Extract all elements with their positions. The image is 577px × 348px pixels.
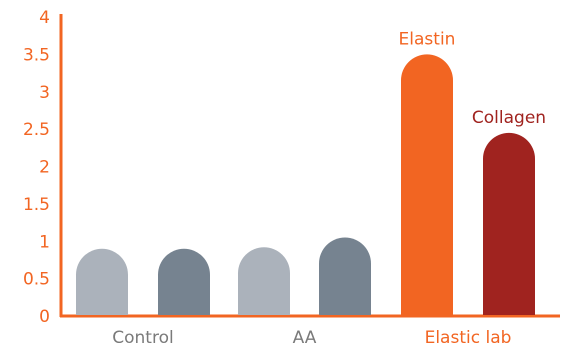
y-tick-label: 3 — [39, 83, 50, 103]
x-category-label: Control — [112, 328, 173, 348]
y-tick-label: 0.5 — [23, 270, 50, 290]
x-category-label: AA — [293, 328, 317, 348]
y-tick-label: 0 — [39, 307, 50, 327]
bar — [319, 237, 371, 315]
x-category-label: Elastic lab — [425, 328, 512, 348]
y-tick-label: 4 — [39, 8, 50, 28]
bar-value-label: Elastin — [399, 29, 456, 49]
bar — [238, 247, 290, 315]
y-tick-label: 2.5 — [23, 120, 50, 140]
bar — [483, 132, 535, 315]
y-tick-label: 2 — [39, 158, 50, 178]
bar-value-label: Collagen — [472, 108, 546, 128]
y-tick-label: 1.5 — [23, 195, 50, 215]
bar — [76, 248, 128, 315]
y-tick-label: 1 — [39, 232, 50, 252]
bar — [158, 248, 210, 315]
y-tick-label: 3.5 — [23, 45, 50, 65]
bar — [401, 54, 453, 316]
